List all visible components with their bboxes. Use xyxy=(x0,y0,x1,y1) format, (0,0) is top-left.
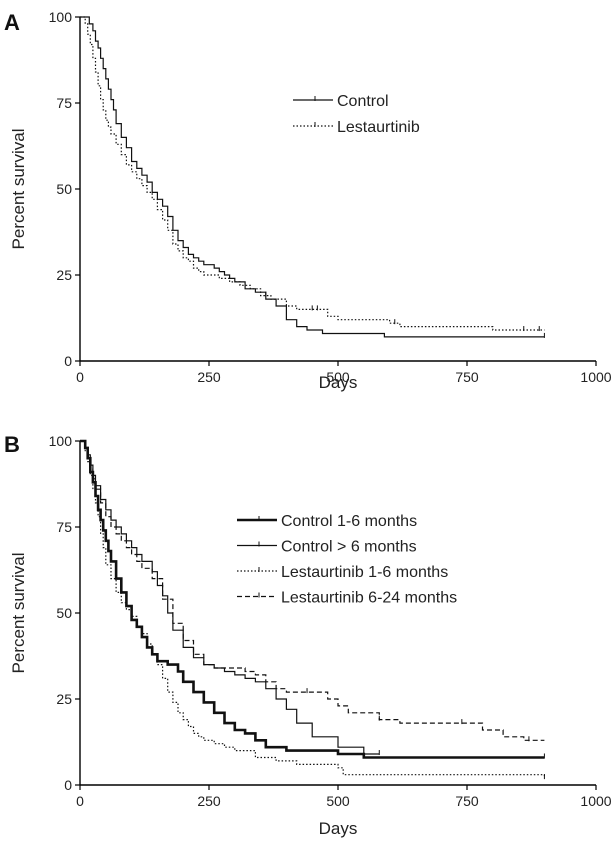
panel-b-x-axis-title: Days xyxy=(319,819,358,838)
legend-label: Control xyxy=(337,93,389,110)
panel-b: B 0 250 500 750 1000 0 25 50 75 100 Control 1-6 m… xyxy=(4,432,611,838)
y-tick-label: 75 xyxy=(56,519,72,535)
x-tick-label: 750 xyxy=(455,369,479,385)
y-tick-label: 50 xyxy=(56,605,72,621)
panel-b-letter: B xyxy=(4,432,20,457)
legend-label: Lestaurtinib xyxy=(337,119,420,136)
y-tick-label: 100 xyxy=(49,433,73,449)
x-tick-label: 500 xyxy=(326,369,350,385)
legend-label: Lestaurtinib 1-6 months xyxy=(281,564,448,581)
legend-label: Lestaurtinib 6-24 months xyxy=(281,590,457,607)
series-line-lestaurtinib-6-24-months xyxy=(80,440,545,741)
y-tick-label: 0 xyxy=(64,353,72,369)
panel-b-axes: 0 250 500 750 1000 0 25 50 75 100 xyxy=(49,433,611,809)
x-tick-label: 750 xyxy=(455,793,479,809)
series-line-lestaurtinib xyxy=(80,16,545,331)
panel-b-legend: Control 1-6 months Control > 6 months Lest… xyxy=(237,513,457,607)
x-tick-label: 500 xyxy=(326,793,350,809)
panel-a: A 0 250 500 750 1000 0 25 50 75 100 Control Lestau… xyxy=(4,9,611,392)
panel-b-series xyxy=(80,439,545,780)
y-tick-label: 75 xyxy=(56,95,72,111)
legend-label: Control 1-6 months xyxy=(281,513,417,530)
x-tick-label: 250 xyxy=(197,793,221,809)
series-line-control xyxy=(80,16,545,338)
x-tick-label: 0 xyxy=(76,793,84,809)
x-tick-label: 1000 xyxy=(580,793,611,809)
panel-a-legend: Control Lestaurtinib xyxy=(293,93,420,136)
y-tick-label: 25 xyxy=(56,691,72,707)
y-tick-label: 0 xyxy=(64,777,72,793)
y-tick-label: 100 xyxy=(49,9,73,25)
panel-a-series xyxy=(80,16,545,338)
x-tick-label: 250 xyxy=(197,369,221,385)
y-tick-label: 50 xyxy=(56,181,72,197)
panel-a-letter: A xyxy=(4,10,20,35)
panel-a-x-axis-title: Days xyxy=(319,373,358,392)
x-tick-label: 0 xyxy=(76,369,84,385)
panel-a-y-axis-title: Percent survival xyxy=(9,129,28,250)
y-tick-label: 25 xyxy=(56,267,72,283)
series-line-control-1-6-months xyxy=(80,439,545,759)
x-tick-label: 1000 xyxy=(580,369,611,385)
panel-b-y-axis-title: Percent survival xyxy=(9,553,28,674)
panel-a-axes: 0 250 500 750 1000 0 25 50 75 100 xyxy=(49,9,611,385)
legend-label: Control > 6 months xyxy=(281,539,417,556)
